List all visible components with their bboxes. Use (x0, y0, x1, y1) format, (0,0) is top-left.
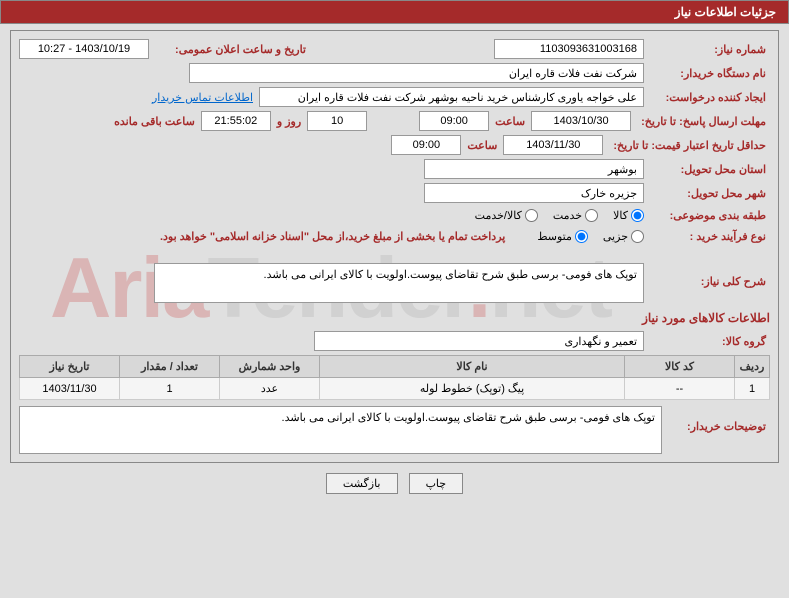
days-and-label: روز و (277, 115, 301, 128)
button-row: چاپ بازگشت (0, 473, 789, 494)
requester-value: علی خواجه یاوری کارشناس خرید ناحیه بوشهر… (259, 87, 644, 107)
classification-goods-radio[interactable] (631, 209, 644, 222)
response-deadline-label: مهلت ارسال پاسخ: تا تاریخ: (637, 113, 770, 130)
print-button[interactable]: چاپ (409, 473, 464, 494)
time-label-2: ساعت (467, 139, 497, 152)
table-row: 1 -- پیگ (توپک) خطوط لوله عدد 1 1403/11/… (20, 378, 770, 400)
validity-date-value: 1403/11/30 (503, 135, 603, 155)
validity-label: حداقل تاریخ اعتبار قیمت: تا تاریخ: (609, 137, 770, 154)
process-opt2-label: متوسط (537, 230, 572, 243)
city-label: شهر محل تحویل: (650, 185, 770, 202)
response-time-value: 09:00 (419, 111, 489, 131)
need-number-value: 1103093631003168 (494, 39, 644, 59)
announce-date-value: 1403/10/19 - 10:27 (19, 39, 149, 59)
buyer-notes-label: توضیحات خریدار: (670, 406, 770, 435)
goods-info-header: اطلاعات کالاهای مورد نیاز (19, 311, 770, 325)
classification-both-radio[interactable] (525, 209, 538, 222)
general-desc-label: شرح کلی نیاز: (650, 263, 770, 290)
province-label: استان محل تحویل: (650, 161, 770, 178)
requester-label: ایجاد کننده درخواست: (650, 89, 770, 106)
general-desc-value: توپک های فومی- برسی طبق شرح تقاضای پیوست… (154, 263, 644, 303)
classification-opt2-label: خدمت (553, 209, 582, 222)
goods-group-value: تعمیر و نگهداری (314, 331, 644, 351)
classification-radio-group: کالا خدمت کالا/خدمت (475, 209, 644, 222)
page-title: جزئیات اطلاعات نیاز (0, 0, 789, 24)
city-value: جزیره خارک (424, 183, 644, 203)
buyer-notes-value: توپک های فومی- برسی طبق شرح تقاضای پیوست… (19, 406, 662, 454)
classification-service-radio[interactable] (585, 209, 598, 222)
time-label-1: ساعت (495, 115, 525, 128)
col-row: ردیف (735, 356, 770, 378)
col-code: کد کالا (625, 356, 735, 378)
validity-time-value: 09:00 (391, 135, 461, 155)
goods-table: ردیف کد کالا نام کالا واحد شمارش تعداد /… (19, 355, 770, 400)
payment-note: پرداخت تمام یا بخشی از مبلغ خرید،از محل … (160, 230, 505, 243)
classification-opt1-label: کالا (613, 209, 628, 222)
time-remaining-label: ساعت باقی مانده (114, 115, 195, 128)
goods-group-label: گروه کالا: (650, 333, 770, 350)
cell-code: -- (625, 378, 735, 400)
col-qty: تعداد / مقدار (120, 356, 220, 378)
process-medium-radio[interactable] (575, 230, 588, 243)
col-name: نام کالا (320, 356, 625, 378)
cell-unit: عدد (220, 378, 320, 400)
process-opt1-label: جزیی (603, 230, 628, 243)
form-panel: شماره نیاز: 1103093631003168 تاریخ و ساع… (10, 30, 779, 463)
need-number-label: شماره نیاز: (650, 41, 770, 58)
process-type-label: نوع فرآیند خرید : (650, 228, 770, 245)
classification-label: طبقه بندی موضوعی: (650, 207, 770, 224)
cell-name: پیگ (توپک) خطوط لوله (320, 378, 625, 400)
buyer-org-label: نام دستگاه خریدار: (650, 65, 770, 82)
process-radio-group: جزیی متوسط (537, 230, 644, 243)
cell-qty: 1 (120, 378, 220, 400)
contact-link[interactable]: اطلاعات تماس خریدار (152, 91, 253, 104)
col-unit: واحد شمارش (220, 356, 320, 378)
cell-row: 1 (735, 378, 770, 400)
province-value: بوشهر (424, 159, 644, 179)
back-button[interactable]: بازگشت (326, 473, 398, 494)
cell-date: 1403/11/30 (20, 378, 120, 400)
classification-opt3-label: کالا/خدمت (475, 209, 522, 222)
time-remaining-value: 21:55:02 (201, 111, 271, 131)
buyer-org-value: شرکت نفت فلات قاره ایران (189, 63, 644, 83)
announce-date-label: تاریخ و ساعت اعلان عمومی: (155, 41, 310, 58)
response-date-value: 1403/10/30 (531, 111, 631, 131)
process-minor-radio[interactable] (631, 230, 644, 243)
col-date: تاریخ نیاز (20, 356, 120, 378)
days-value: 10 (307, 111, 367, 131)
